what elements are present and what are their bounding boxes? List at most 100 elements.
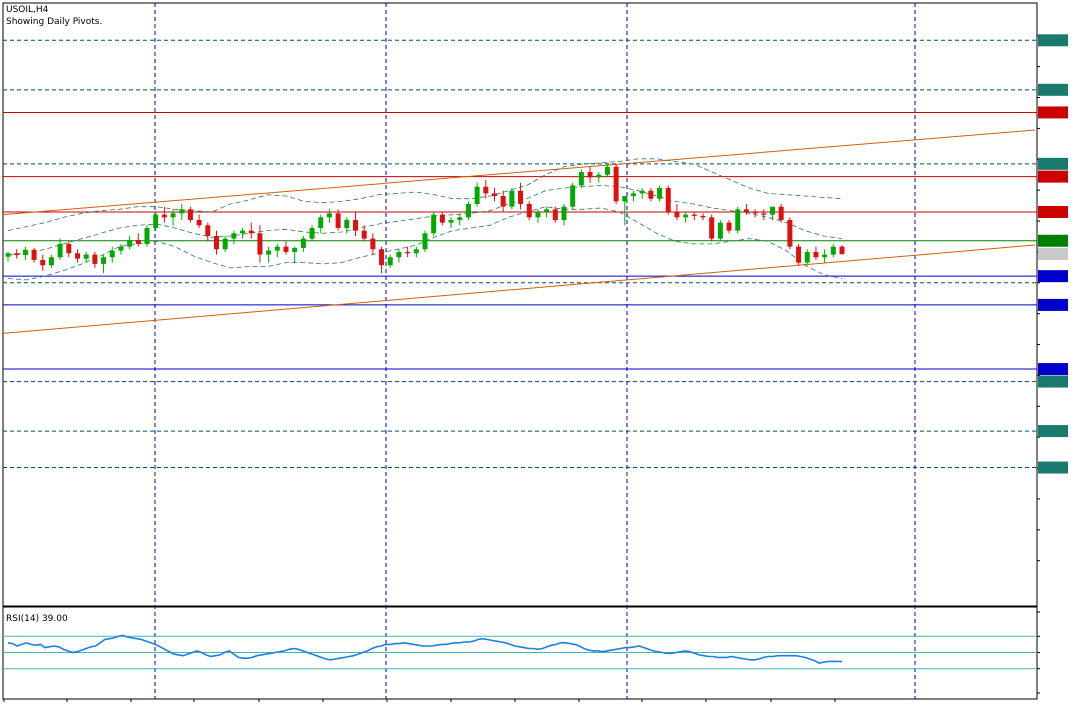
chart-subtitle: Showing Daily Pivots. bbox=[6, 17, 102, 27]
level-tag-bg bbox=[1038, 83, 1068, 96]
level-tag-bg bbox=[1038, 461, 1068, 474]
candle-body bbox=[665, 188, 671, 212]
candle-body bbox=[22, 249, 28, 256]
candle-body bbox=[578, 172, 584, 186]
pivot-tag-bg bbox=[1038, 106, 1068, 119]
candle-body bbox=[787, 219, 793, 247]
candle-body bbox=[40, 259, 46, 266]
candle-body bbox=[118, 246, 124, 251]
candle-body bbox=[292, 247, 298, 252]
candle-body bbox=[318, 217, 324, 228]
candle-body bbox=[161, 214, 167, 218]
candle-body bbox=[457, 217, 463, 220]
level-tag-bg bbox=[1038, 425, 1068, 438]
candle-body bbox=[92, 254, 98, 264]
candles bbox=[5, 164, 845, 274]
candle-body bbox=[604, 166, 610, 175]
candle-body bbox=[648, 190, 654, 199]
candle-body bbox=[631, 193, 636, 197]
candle-body bbox=[796, 246, 802, 263]
candle-body bbox=[214, 235, 219, 250]
candle-body bbox=[752, 212, 758, 214]
candle-body bbox=[326, 213, 332, 218]
candle-body bbox=[231, 233, 237, 239]
candle-body bbox=[726, 222, 732, 231]
candle-body bbox=[257, 233, 263, 255]
candle-body bbox=[587, 172, 593, 178]
candle-body bbox=[474, 186, 480, 205]
candle-body bbox=[622, 196, 628, 202]
candle-body bbox=[187, 209, 193, 220]
candle-body bbox=[735, 209, 741, 231]
candle-body bbox=[709, 217, 715, 239]
time-axis bbox=[3, 699, 836, 702]
candle-body bbox=[379, 249, 385, 266]
pivot-tag-bg bbox=[1038, 206, 1068, 218]
candle-body bbox=[48, 257, 54, 266]
candle-body bbox=[830, 246, 836, 255]
candle-body bbox=[813, 251, 819, 258]
candle-body bbox=[109, 250, 115, 258]
rsi-indicator bbox=[3, 611, 1040, 694]
candle-body bbox=[570, 185, 576, 207]
level-tag-bg bbox=[1038, 157, 1068, 170]
candle-body bbox=[691, 214, 697, 216]
level-tag-bg bbox=[1038, 34, 1068, 47]
candle-body bbox=[274, 246, 280, 251]
candle-body bbox=[448, 219, 454, 223]
candle-body bbox=[657, 188, 663, 199]
candle-body bbox=[596, 174, 602, 178]
candle-body bbox=[353, 219, 358, 231]
candle-body bbox=[31, 249, 37, 260]
candle-body bbox=[57, 243, 63, 258]
candle-body bbox=[552, 209, 558, 220]
candle-body bbox=[431, 214, 437, 234]
candle-body bbox=[14, 253, 20, 256]
candle-body bbox=[561, 206, 567, 220]
pivot-tag-bg bbox=[1038, 298, 1068, 311]
candle-body bbox=[309, 227, 315, 239]
vertical-grid bbox=[154, 3, 916, 699]
candle-body bbox=[240, 230, 246, 234]
candle-body bbox=[83, 254, 89, 259]
candle-body bbox=[535, 212, 541, 218]
candle-body bbox=[222, 238, 228, 250]
candle-body bbox=[770, 206, 775, 215]
band-line bbox=[7, 184, 843, 255]
price-tags bbox=[1038, 34, 1068, 474]
candle-body bbox=[335, 213, 341, 228]
candle-body bbox=[370, 238, 376, 250]
candle-body bbox=[361, 230, 367, 239]
candle-body bbox=[822, 254, 828, 258]
candle-body bbox=[439, 214, 445, 223]
candle-body bbox=[300, 238, 306, 248]
candle-body bbox=[283, 246, 289, 252]
candle-body bbox=[422, 233, 428, 250]
candle-body bbox=[66, 243, 72, 254]
candle-body bbox=[405, 251, 411, 254]
candle-body bbox=[761, 213, 767, 215]
trend-line bbox=[2, 244, 1036, 334]
pivot-tag-bg bbox=[1038, 363, 1068, 376]
candle-body bbox=[196, 219, 202, 226]
candle-body bbox=[266, 250, 272, 255]
candle-body bbox=[683, 214, 689, 218]
candle-body bbox=[248, 230, 254, 234]
trend-lines bbox=[2, 129, 1036, 334]
candle-body bbox=[101, 257, 107, 264]
level-tag-bg bbox=[1038, 375, 1068, 388]
candle-body bbox=[75, 253, 80, 259]
candle-body bbox=[804, 251, 810, 263]
candle-body bbox=[492, 193, 497, 197]
candle-body bbox=[700, 215, 706, 218]
candle-body bbox=[639, 190, 645, 194]
rsi-label: RSI(14) 39.00 bbox=[6, 614, 68, 624]
trend-line bbox=[2, 129, 1036, 216]
candle-body bbox=[483, 186, 489, 194]
candle-body bbox=[544, 209, 550, 212]
candle-body bbox=[526, 204, 532, 218]
horizontal-levels bbox=[3, 39, 1037, 469]
pivot-tag-bg bbox=[1038, 234, 1068, 247]
candle-body bbox=[387, 257, 393, 266]
